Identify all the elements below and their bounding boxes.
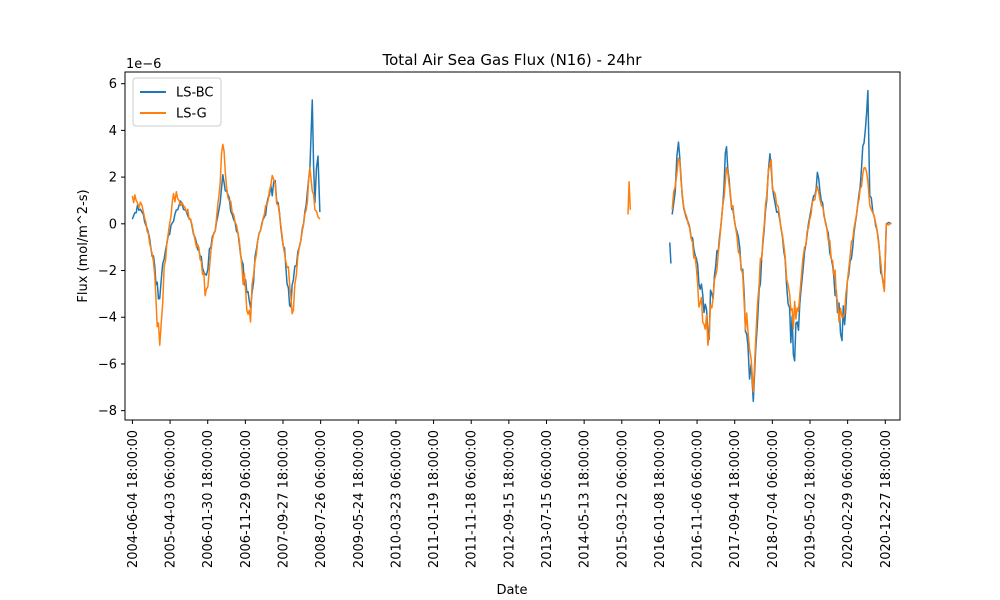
series-line-ls-g [131, 143, 321, 347]
legend: LS-BC LS-G [132, 77, 222, 127]
x-tick-label: 2019-05-02 18:00:00 [804, 430, 819, 568]
y-tick-label: 0 [109, 217, 117, 232]
plot-frame [124, 71, 901, 421]
x-tick-label: 2011-11-18 06:00:00 [465, 430, 480, 568]
y-tick-label: −8 [98, 404, 117, 419]
y-tick-label: 2 [109, 171, 117, 186]
x-tick-label: 2008-07-26 06:00:00 [314, 430, 329, 568]
legend-label: LS-G [176, 107, 207, 122]
y-axis-label: Flux (mol/m^2-s) [76, 189, 91, 302]
y-axis: 6 4 2 0 −2 −4 −6 −8 [98, 77, 125, 419]
x-tick-label: 2006-11-29 06:00:00 [239, 430, 254, 568]
x-tick-label: 2020-02-29 06:00:00 [841, 430, 856, 568]
series-line-ls-bc [131, 99, 321, 309]
x-tick-label: 2010-03-23 06:00:00 [389, 430, 404, 568]
y-tick-label: 6 [109, 77, 117, 92]
x-tick-label: 2009-05-24 18:00:00 [352, 430, 367, 568]
x-tick-label: 2015-03-12 06:00:00 [615, 430, 630, 568]
x-tick-label: 2011-01-19 18:00:00 [427, 430, 442, 568]
series-line-ls-g [671, 157, 892, 393]
series-line-ls-bc [669, 242, 672, 264]
x-tick-label: 2013-07-15 06:00:00 [540, 430, 555, 568]
plot-area [131, 89, 892, 403]
x-tick-label: 2007-09-27 18:00:00 [277, 430, 292, 568]
y-tick-label: −2 [98, 264, 117, 279]
x-tick-label: 2020-12-27 18:00:00 [879, 430, 894, 568]
y-scale-label: 1e−6 [126, 57, 161, 72]
x-tick-label: 2018-07-04 06:00:00 [766, 430, 781, 568]
x-tick-label: 2006-01-30 18:00:00 [201, 430, 216, 568]
y-tick-label: 4 [109, 124, 117, 139]
x-tick-label: 2014-05-13 18:00:00 [578, 430, 593, 568]
y-tick-label: −6 [98, 357, 117, 372]
x-tick-label: 2016-11-06 06:00:00 [691, 430, 706, 568]
x-tick-label: 2012-09-15 18:00:00 [502, 430, 517, 568]
x-tick-label: 2017-09-04 18:00:00 [728, 430, 743, 568]
x-tick-label: 2004-06-04 18:00:00 [126, 430, 141, 568]
legend-label: LS-BC [176, 86, 214, 101]
y-tick-label: −4 [98, 311, 117, 326]
x-tick-label: 2005-04-03 06:00:00 [164, 430, 179, 568]
series-line-ls-g [627, 181, 632, 215]
chart-title: Total Air Sea Gas Flux (N16) - 24hr [382, 51, 643, 69]
x-axis-label: Date [496, 583, 527, 598]
x-axis: 2004-06-04 18:00:00 2005-04-03 06:00:00 20… [126, 420, 894, 568]
x-tick-label: 2016-01-08 18:00:00 [653, 430, 668, 568]
